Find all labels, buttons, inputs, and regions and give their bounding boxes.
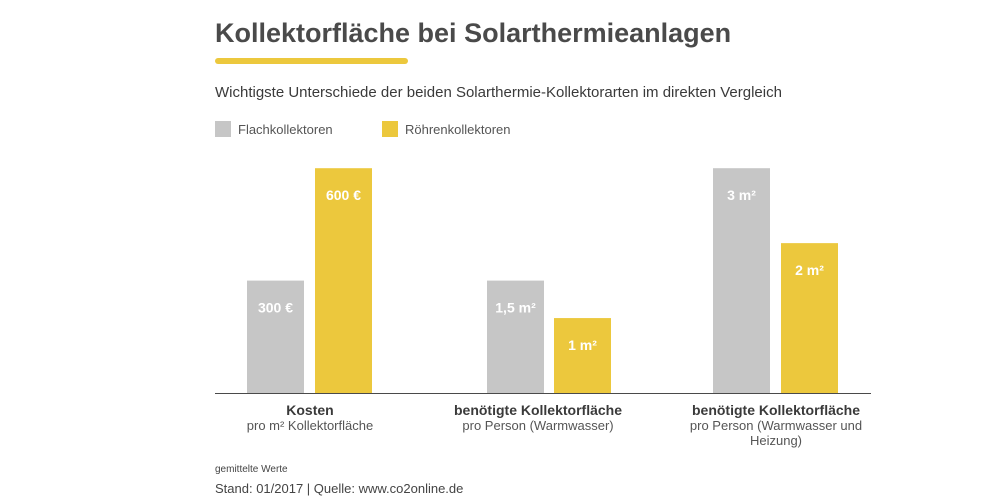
bar-value-label-roehrenkollektoren-group-3: 2 m² (795, 262, 824, 278)
bar-roehrenkollektoren-group-3 (781, 243, 838, 393)
bar-roehrenkollektoren-group-2 (554, 318, 611, 393)
legend-label-flachkollektoren: Flachkollektoren (238, 121, 333, 137)
chart-title: Kollektorfläche bei Solarthermieanlagen (215, 18, 732, 48)
category-title: Kosten (286, 402, 334, 418)
footnote: gemittelte Werte (215, 464, 288, 475)
category-label-flaeche-heizung: benötigte Kollektorfläche pro Person (Wa… (676, 402, 876, 449)
bar-value-label-flachkollektoren-group-3: 3 m² (727, 187, 756, 203)
category-subtitle: pro Person (Warmwasser und Heizung) (689, 418, 863, 448)
category-label-flaeche-warmwasser: benötigte Kollektorfläche pro Person (Wa… (438, 402, 638, 434)
chart-subtitle: Wichtigste Unterschiede der beiden Solar… (215, 84, 782, 101)
legend-item-roehrenkollektoren: Röhrenkollektoren (382, 121, 511, 137)
legend-item-flachkollektoren: Flachkollektoren (215, 121, 333, 137)
bar-value-label-roehrenkollektoren-group-1: 600 € (326, 187, 361, 203)
category-subtitle: pro m² Kollektorfläche (246, 418, 374, 433)
bar-value-label-flachkollektoren-group-1: 300 € (258, 300, 293, 316)
bar-roehrenkollektoren-group-1 (315, 168, 372, 393)
bar-flachkollektoren-group-3 (713, 168, 770, 393)
bar-flachkollektoren-group-1 (247, 280, 304, 393)
legend-label-roehrenkollektoren: Röhrenkollektoren (405, 121, 511, 137)
source-line: Stand: 01/2017 | Quelle: www.co2online.d… (215, 481, 464, 496)
bar-flachkollektoren-group-2 (487, 280, 544, 393)
legend-swatch-roehrenkollektoren (382, 121, 398, 137)
category-subtitle: pro Person (Warmwasser) (462, 418, 614, 433)
title-underline (215, 58, 408, 64)
category-label-kosten: Kosten pro m² Kollektorfläche (200, 402, 420, 434)
legend-swatch-flachkollektoren (215, 121, 231, 137)
bar-value-label-roehrenkollektoren-group-2: 1 m² (568, 337, 597, 353)
category-title: benötigte Kollektorfläche (453, 402, 623, 418)
category-title: benötigte Kollektorfläche (691, 402, 861, 418)
bar-value-label-flachkollektoren-group-2: 1,5 m² (495, 300, 536, 316)
